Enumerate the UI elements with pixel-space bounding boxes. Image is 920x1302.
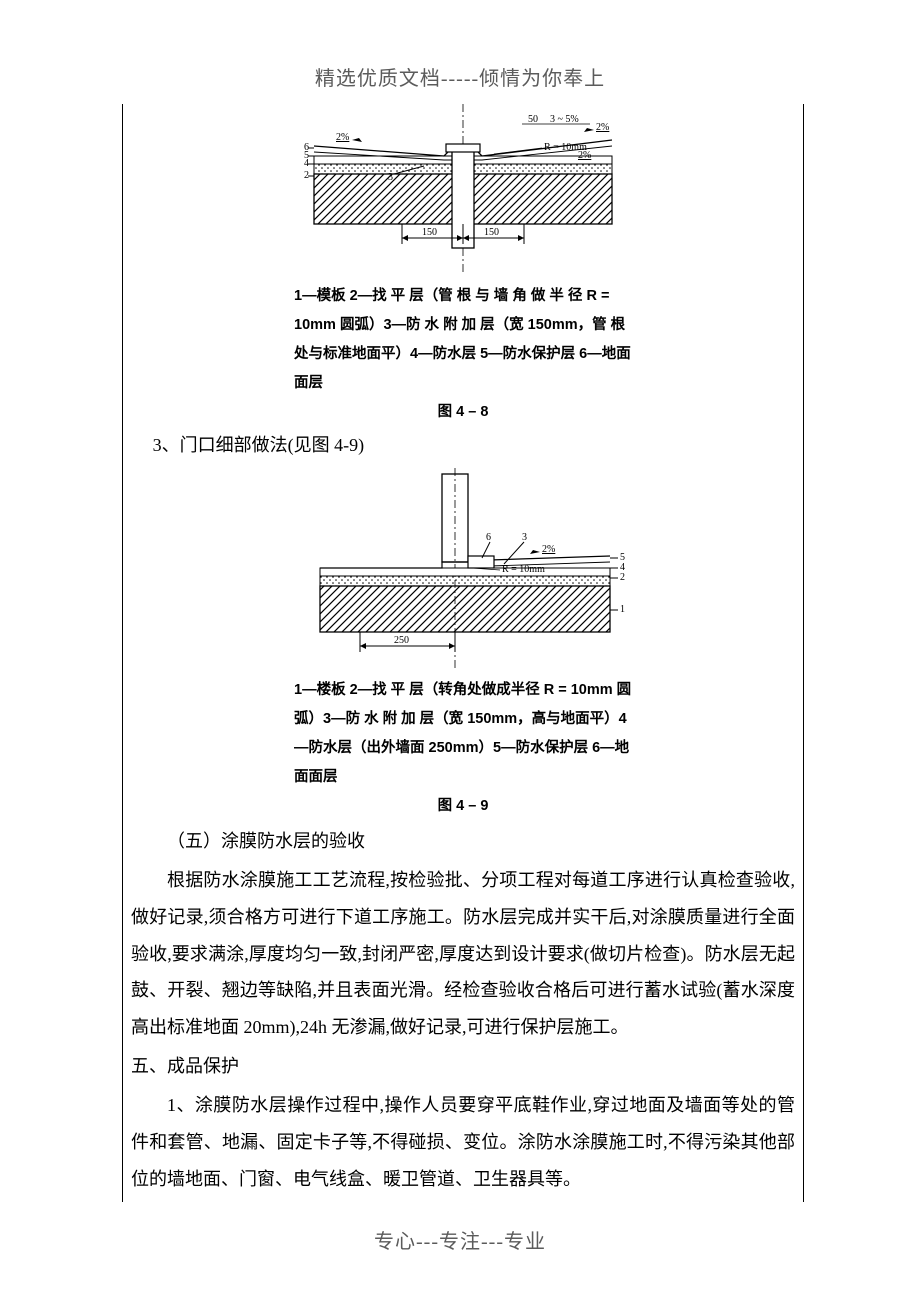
svg-text:2%: 2%: [596, 122, 609, 133]
svg-text:250: 250: [394, 635, 409, 646]
svg-text:3 ~ 5%: 3 ~ 5%: [550, 114, 579, 125]
figure-4-9-number: 图 4 – 9: [438, 794, 489, 815]
text-after-4-8: 3、门口细部做法(见图 4-9): [131, 427, 795, 464]
svg-text:150: 150: [422, 227, 437, 238]
svg-text:6: 6: [486, 532, 491, 543]
section-6-title: 五、成品保护: [131, 1048, 795, 1085]
svg-text:R = 10mm: R = 10mm: [544, 142, 587, 153]
page-header: 精选优质文档-----倾情为你奉上: [0, 0, 920, 91]
svg-text:2%: 2%: [336, 132, 349, 143]
svg-text:3: 3: [388, 172, 393, 183]
section-5-body: 根据防水涂膜施工工艺流程,按检验批、分项工程对每道工序进行认真检查验收,做好记录…: [131, 862, 795, 1046]
diagram-4-8: 6 5 4 2 3 2% 2% 2% 50 3 ~ 5% R = 10mm: [294, 104, 632, 274]
svg-text:2: 2: [620, 572, 625, 583]
svg-text:50: 50: [528, 114, 538, 125]
page-footer: 专心---专注---专业: [0, 1225, 920, 1254]
svg-text:150: 150: [484, 227, 499, 238]
diagram-4-9: 2% R = 10mm 5 4 2 1 6 3 250: [290, 468, 636, 668]
svg-text:R = 10mm: R = 10mm: [502, 564, 545, 575]
figure-4-8: 6 5 4 2 3 2% 2% 2% 50 3 ~ 5% R = 10mm: [131, 104, 795, 421]
figure-4-9: 2% R = 10mm 5 4 2 1 6 3 250: [131, 468, 795, 815]
svg-text:1: 1: [620, 604, 625, 615]
content-frame: 6 5 4 2 3 2% 2% 2% 50 3 ~ 5% R = 10mm: [122, 104, 804, 1202]
figure-4-8-caption: 1—模板 2—找 平 层（管 根 与 墙 角 做 半 径 R = 10mm 圆弧…: [294, 282, 632, 398]
section-5-title: （五）涂膜防水层的验收: [131, 823, 795, 860]
svg-text:3: 3: [522, 532, 527, 543]
figure-4-8-number: 图 4 – 8: [438, 400, 489, 421]
section-6-body: 1、涂膜防水层操作过程中,操作人员要穿平底鞋作业,穿过地面及墙面等处的管件和套管…: [131, 1087, 795, 1198]
figure-4-9-caption: 1—楼板 2—找 平 层（转角处做成半径 R = 10mm 圆弧）3—防 水 附…: [294, 676, 632, 792]
svg-text:2%: 2%: [542, 544, 555, 555]
